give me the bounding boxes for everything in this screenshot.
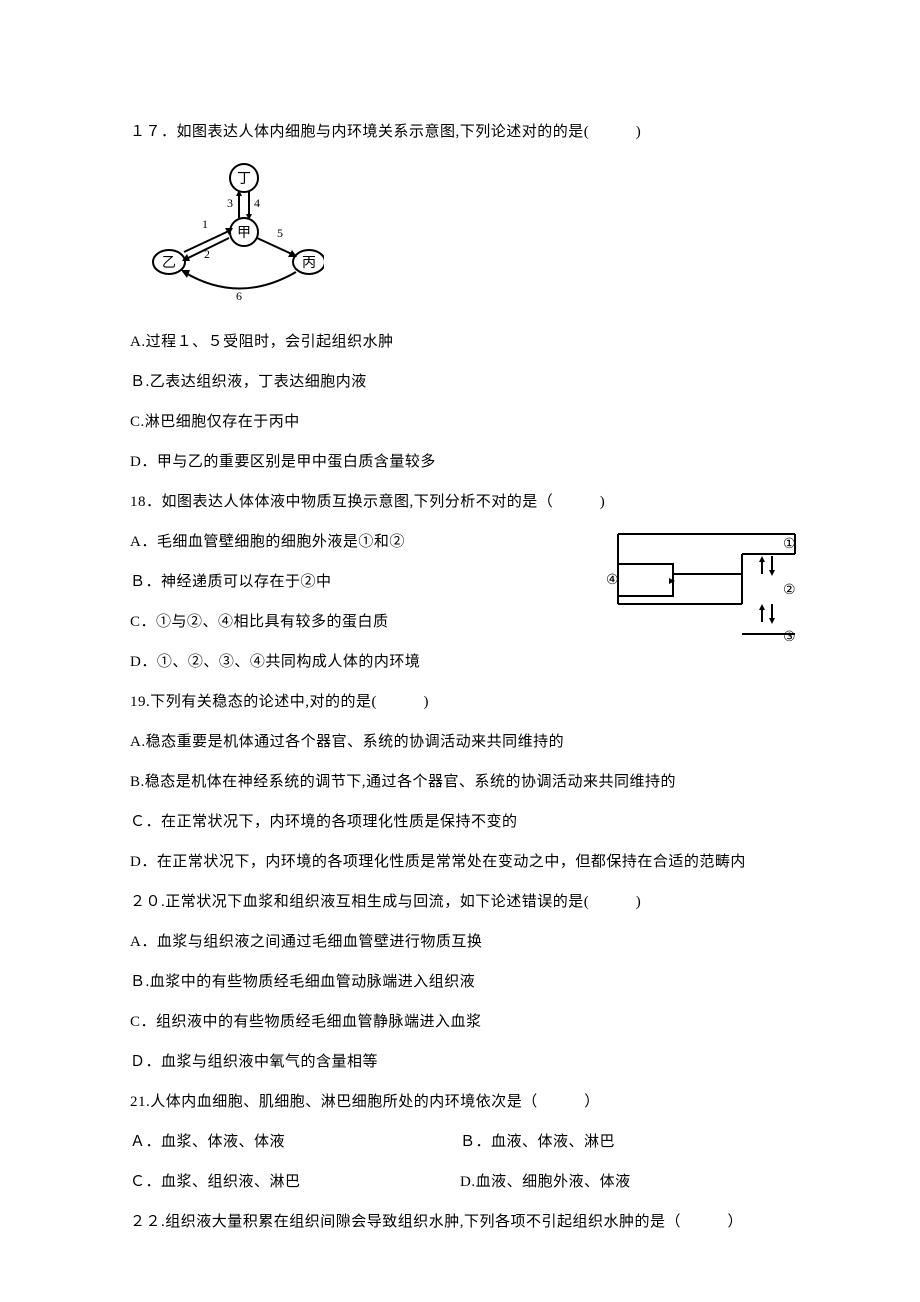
q17-optB: Ｂ.乙表达组织液，丁表达细胞内液 (130, 370, 790, 394)
q19-optA: A.稳态重要是机体通过各个器官、系统的协调活动来共同维持的 (130, 730, 790, 754)
q20-optB: Ｂ.血浆中的有些物质经毛细血管动脉端进入组织液 (130, 970, 790, 994)
svg-text:2: 2 (204, 247, 210, 261)
svg-text:1: 1 (202, 217, 208, 231)
q18-diagram: ① ② ③ ④ (600, 526, 805, 651)
q21-optD: D.血液、细胞外液、体液 (460, 1170, 631, 1194)
q17-optD: D．甲与乙的重要区别是甲中蛋白质含量较多 (130, 450, 790, 474)
node-yi: 乙 (162, 255, 176, 271)
q20-text: ２０.正常状况下血浆和组织液互相生成与回流，如下论述错误的是( ) (130, 890, 790, 914)
q22-text: ２２.组织液大量积累在组织间隙会导致组织水肿,下列各项不引起组织水肿的是（ ） (130, 1210, 790, 1234)
node-jia: 甲 (237, 226, 251, 241)
q20-optD: Ｄ．血浆与组织液中氧气的含量相等 (130, 1050, 790, 1074)
svg-text:4: 4 (254, 196, 260, 210)
q19-optB: B.稳态是机体在神经系统的调节下,通过各个器官、系统的协调活动来共同维持的 (130, 770, 790, 794)
q18-optD: D．①、②、③、④共同构成人体的内环境 (130, 650, 790, 674)
q21-optA: Ａ．血浆、体液、体液 (130, 1130, 460, 1154)
node-ding: 丁 (237, 172, 251, 187)
q19-optC: Ｃ．在正常状况下，内环境的各项理化性质是保持不变的 (130, 810, 790, 834)
q17-diagram: 丁 甲 乙 丙 3 4 1 2 5 6 (144, 160, 790, 310)
q19-text: 19.下列有关稳态的论述中,对的的是( ) (130, 690, 790, 714)
q18-text: 18．如图表达人体体液中物质互换示意图,下列分析不对的是（ ) (130, 490, 790, 514)
q20-optA: A．血浆与组织液之间通过毛细血管壁进行物质互换 (130, 930, 790, 954)
svg-text:5: 5 (277, 226, 283, 240)
q17-optA: A.过程１、５受阻时，会引起组织水肿 (130, 330, 790, 354)
svg-text:③: ③ (783, 630, 796, 645)
svg-text:②: ② (783, 583, 796, 598)
q20-optC: C．组织液中的有些物质经毛细血管静脉端进入血浆 (130, 1010, 790, 1034)
q17-text: １７．如图表达人体内细胞与内环境关系示意图,下列论述对的的是( ) (130, 120, 790, 144)
q19-optD: D．在正常状况下，内环境的各项理化性质是常常处在变动之中，但都保持在合适的范畴内 (130, 850, 790, 874)
node-bing: 丙 (302, 256, 316, 271)
svg-text:①: ① (783, 537, 796, 552)
q21-text: 21.人体内血细胞、肌细胞、淋巴细胞所处的内环境依次是（ ） (130, 1090, 790, 1114)
q17-optC: C.淋巴细胞仅存在于丙中 (130, 410, 790, 434)
svg-text:④: ④ (606, 573, 619, 588)
q21-optC: Ｃ．血浆、组织液、淋巴 (130, 1170, 460, 1194)
svg-text:3: 3 (227, 196, 233, 210)
q21-optB: Ｂ．血液、体液、淋巴 (460, 1130, 615, 1154)
svg-text:6: 6 (236, 289, 242, 303)
